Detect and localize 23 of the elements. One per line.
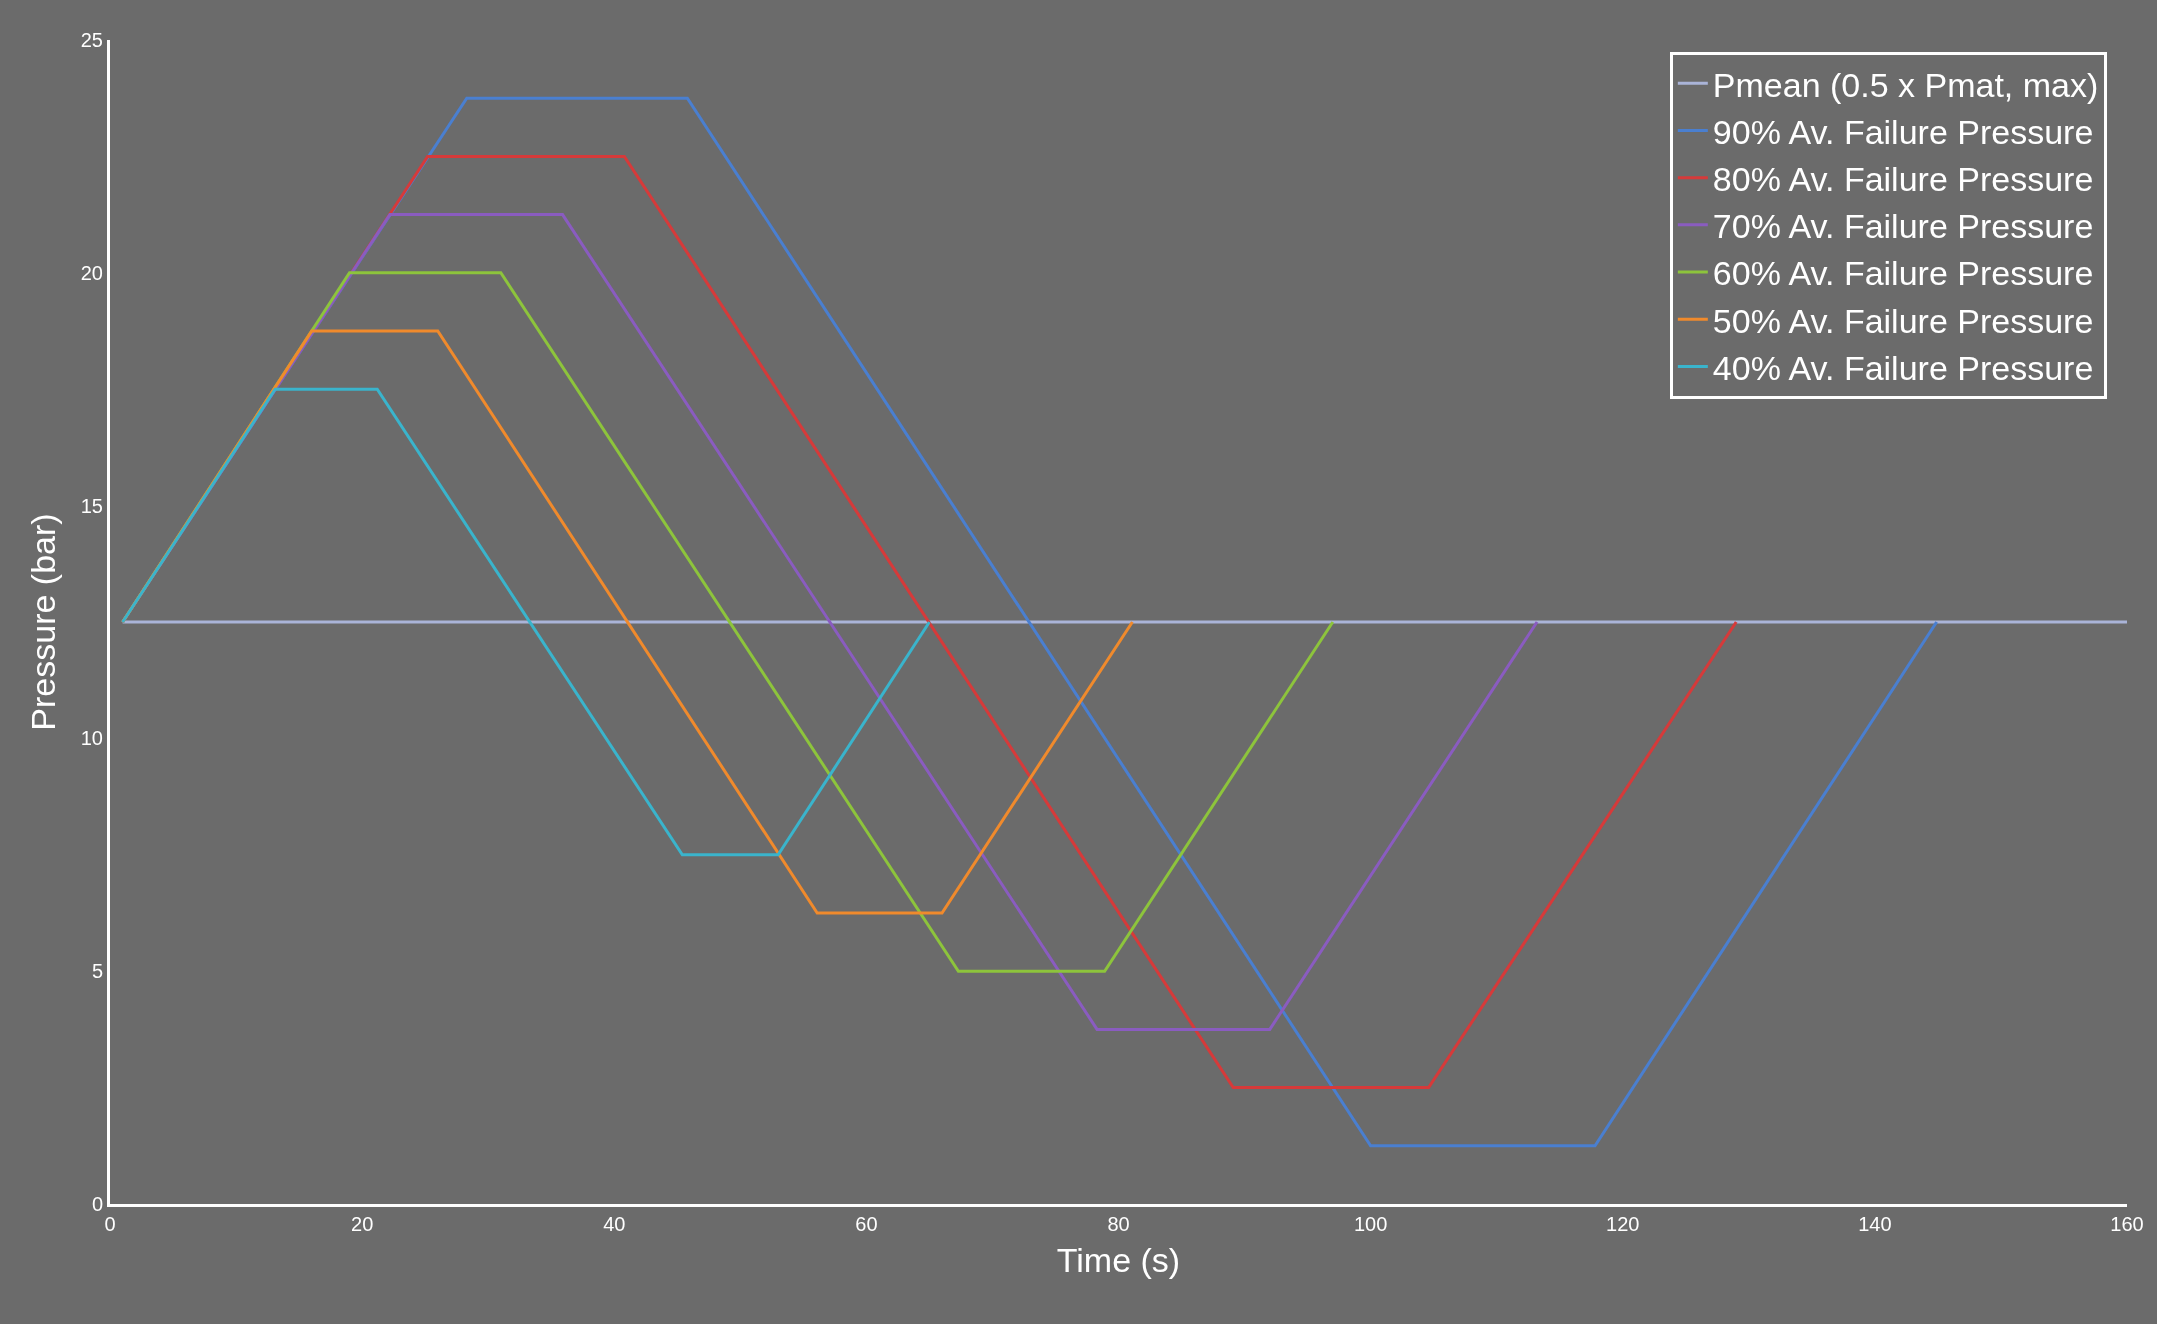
x-tick-label: 160: [2110, 1213, 2144, 1235]
legend-label: 70% Av. Failure Pressure: [1712, 207, 2094, 246]
y-tick-label: 5: [91, 960, 103, 983]
y-axis-title: Pressure (bar): [24, 513, 63, 731]
y-tick-label: 10: [80, 727, 103, 750]
x-tick-label: 140: [1858, 1213, 1892, 1235]
legend-label: 60% Av. Failure Pressure: [1712, 254, 2094, 293]
y-tick-label: 25: [80, 29, 103, 51]
x-tick-label: 80: [1107, 1213, 1130, 1235]
x-tick-label: 60: [855, 1213, 878, 1235]
y-tick-label: 15: [80, 494, 103, 517]
legend-label: 50% Av. Failure Pressure: [1712, 301, 2094, 340]
x-tick-label: 40: [603, 1213, 626, 1235]
legend-label: Pmean (0.5 x Pmat, max): [1712, 65, 2099, 104]
y-tick-label: 20: [80, 261, 103, 284]
x-tick-label: 120: [1606, 1213, 1640, 1235]
x-axis-title: Time (s): [1056, 1241, 1181, 1280]
legend-label: 90% Av. Failure Pressure: [1712, 112, 2094, 151]
legend-label: 80% Av. Failure Pressure: [1712, 159, 2094, 198]
y-tick-label: 0: [91, 1193, 103, 1215]
legend-label: 40% Av. Failure Pressure: [1712, 348, 2094, 387]
x-tick-label: 20: [351, 1213, 374, 1235]
x-tick-label: 100: [1353, 1213, 1388, 1235]
